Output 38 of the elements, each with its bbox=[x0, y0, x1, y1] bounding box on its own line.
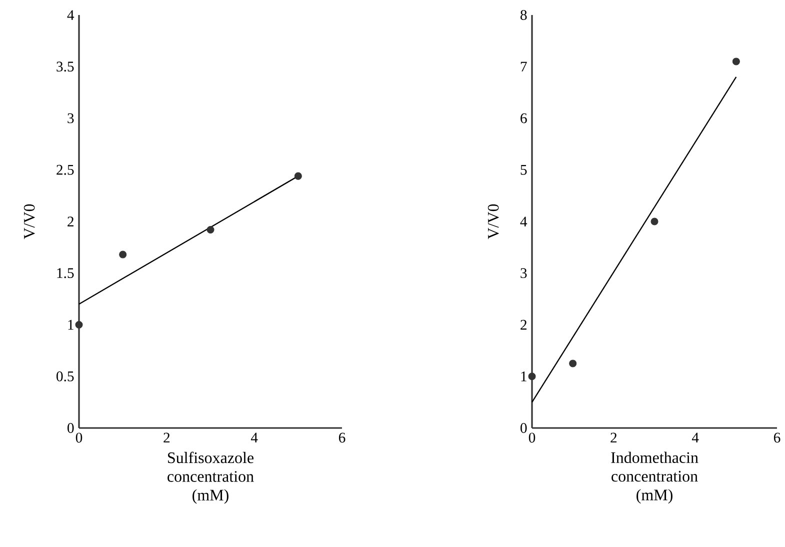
x-tick-label: 0 bbox=[76, 432, 82, 443]
y-tick-label: 1.5 bbox=[57, 268, 74, 278]
y-tick-label: 5 bbox=[520, 165, 527, 175]
y-tick-label: 7 bbox=[520, 62, 527, 72]
point bbox=[528, 372, 536, 380]
point bbox=[732, 58, 740, 66]
y-tick-label: 3.5 bbox=[56, 62, 74, 72]
y-tick-label: 0 bbox=[520, 423, 527, 433]
y-tick-label: 2 bbox=[520, 320, 526, 330]
point bbox=[75, 320, 83, 329]
y-axis-title: V/V0 bbox=[488, 204, 499, 240]
point bbox=[119, 250, 127, 258]
point bbox=[650, 218, 658, 226]
y-tick-label: 0.5 bbox=[56, 371, 74, 382]
y-tick-label: 1 bbox=[521, 372, 526, 382]
y-tick-label: 1 bbox=[68, 320, 74, 330]
x-tick-label: 4 bbox=[692, 432, 699, 442]
x-tick-label: 0 bbox=[528, 432, 536, 443]
point bbox=[569, 360, 577, 368]
y-tick-label: 4 bbox=[520, 216, 528, 226]
y-tick-label: 0 bbox=[68, 423, 74, 433]
point bbox=[206, 226, 214, 234]
x-tick-label: 6 bbox=[338, 432, 346, 443]
y-tick-label: 6 bbox=[520, 113, 527, 124]
y-tick-label: 2 bbox=[68, 216, 74, 226]
y-tick-label: 3 bbox=[68, 113, 74, 124]
y-tick-label: 8 bbox=[520, 10, 527, 20]
x-tick-label: 2 bbox=[164, 432, 170, 442]
y-tick-label: 3 bbox=[520, 268, 527, 278]
x-axis-title: Indomethacin concentration (mM) bbox=[611, 452, 698, 504]
x-tick-label: 2 bbox=[610, 432, 617, 442]
point bbox=[294, 172, 302, 180]
y-tick-label: 2.5 bbox=[56, 164, 74, 175]
x-tick-label: 6 bbox=[774, 432, 780, 443]
y-axis-title: V/V0 bbox=[24, 204, 35, 240]
x-tick-label: 4 bbox=[250, 432, 258, 442]
x-axis-title: Sulfisoxazole concentration (mM) bbox=[168, 452, 254, 504]
y-tick-label: 4 bbox=[67, 10, 74, 20]
